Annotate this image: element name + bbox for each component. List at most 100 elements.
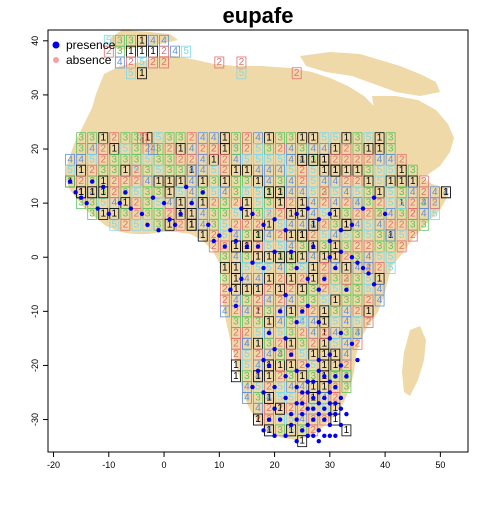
fold-cell-box (242, 240, 252, 253)
fold-cell-label: 1 (167, 176, 173, 187)
fold-cell-label: 5 (134, 187, 140, 198)
fold-cell-label: 5 (244, 360, 250, 371)
fold-cell-label: 4 (255, 360, 261, 371)
presence-point (272, 384, 277, 390)
fold-cell-label: 2 (266, 284, 272, 295)
fold-cell-label: 1 (322, 154, 328, 165)
presence-point (371, 282, 377, 287)
presence-point (316, 411, 321, 417)
fold-cell-label: 4 (172, 46, 178, 57)
fold-cell-label: 2 (106, 46, 112, 57)
fold-cell: 5 (385, 262, 396, 274)
fold-cell: 4 (148, 143, 158, 155)
fold-cell-label: 5 (244, 154, 250, 165)
fold-cell-label: 4 (388, 154, 394, 165)
fold-cell-label: 2 (344, 252, 350, 263)
fold-cell-label: 2 (355, 338, 361, 349)
fold-cell-box (363, 316, 374, 329)
fold-cell-label: 3 (233, 176, 239, 187)
fold-cell-box (181, 45, 192, 58)
fold-cell-label: 4 (366, 252, 372, 263)
presence-point (316, 287, 321, 292)
presence-point (300, 428, 305, 433)
fold-cell-label: 5 (366, 133, 372, 144)
fold-cell-label: 1 (333, 165, 339, 176)
fold-cell-label: 1 (255, 414, 261, 425)
fold-cell-label: 2 (233, 349, 239, 360)
fold-cell-label: 2 (299, 327, 305, 338)
presence-point (327, 433, 333, 438)
presence-point (294, 384, 299, 390)
presence-point (288, 249, 294, 255)
fold-cell-label: 1 (333, 360, 339, 371)
presence-point (283, 395, 288, 401)
fold-cell-label: 1 (299, 154, 305, 165)
fold-cell-label: 4 (161, 35, 167, 46)
fold-cell-label: 5 (211, 165, 217, 176)
fold-cell-label: 3 (266, 306, 272, 317)
fold-cell-label: 3 (167, 154, 173, 165)
fold-cell-label: 2 (266, 208, 272, 219)
fold-cell-label: 5 (366, 230, 372, 241)
fold-cell-label: 4 (355, 327, 361, 338)
presence-point (333, 374, 338, 379)
fold-cell-label: 2 (211, 230, 217, 241)
fold-cell: 5 (131, 218, 142, 231)
fold-cell-label: 5 (106, 35, 112, 46)
presence-point (333, 433, 338, 438)
fold-cell-label: 1 (233, 360, 239, 371)
fold-cell-label: 1 (310, 154, 316, 165)
presence-point (67, 179, 73, 184)
presence-point (371, 195, 377, 200)
fold-cell-label: 5 (244, 187, 250, 198)
fold-cell-label: 3 (288, 317, 294, 328)
fold-cell-label: 5 (333, 338, 339, 349)
fold-cell-box (65, 175, 76, 188)
fold-cell-label: 4 (277, 317, 283, 328)
presence-point (244, 244, 250, 249)
fold-cell-label: 5 (266, 241, 272, 252)
fold-cell-label: 3 (355, 252, 361, 263)
fold-cell-label: 5 (266, 208, 272, 219)
presence-point (239, 276, 244, 282)
fold-cell: 1 (297, 229, 308, 242)
fold-cell-box (407, 208, 418, 220)
fold-cell-label: 2 (100, 154, 106, 165)
fold-cell-label: 3 (211, 176, 217, 187)
x-tick-label: 30 (325, 460, 335, 470)
fold-cell-label: 4 (288, 187, 294, 198)
fold-cell-label: 3 (277, 133, 283, 144)
fold-cell: 3 (275, 424, 286, 437)
fold-cell-label: 2 (178, 219, 184, 230)
fold-cell-label: 2 (167, 144, 173, 155)
fold-cell-label: 2 (344, 154, 350, 165)
fold-cell-label: 3 (333, 273, 339, 284)
presence-point (338, 406, 344, 411)
presence-point (327, 411, 333, 417)
fold-cell-label: 1 (255, 230, 261, 241)
fold-cell-box (319, 413, 330, 426)
fold-cell-label: 1 (266, 219, 272, 230)
fold-cell-label: 3 (134, 144, 140, 155)
fold-cell-label: 4 (366, 263, 372, 274)
fold-cell-label: 2 (322, 198, 328, 209)
fold-cell-label: 4 (421, 198, 427, 209)
fold-cell-label: 4 (189, 176, 195, 187)
fold-cell-label: 2 (277, 295, 283, 306)
fold-cell-label: 4 (388, 208, 394, 219)
fold-cell-label: 2 (266, 403, 272, 414)
fold-cell-label: 3 (322, 187, 328, 198)
presence-point (300, 309, 305, 314)
fold-cell-label: 4 (310, 317, 316, 328)
presence-point (150, 195, 156, 200)
fold-cells-layer: 3 3 1 2 3 3 1 5 3 3 2 4 4 1 3 2 4 1 3 3 1 1 5 5 1 3 5 1 33 4 2 1 5 3 2 3 2 1 4… (65, 34, 451, 448)
fold-cell-label: 5 (255, 187, 261, 198)
presence-point (322, 395, 327, 401)
fold-cell-label: 1 (366, 176, 372, 187)
fold-cell-label: 1 (100, 176, 106, 187)
fold-cell: 4 (242, 391, 252, 404)
fold-cell-label: 4 (277, 165, 283, 176)
fold-cell-label: 3 (266, 338, 272, 349)
fold-cell-label: 2 (399, 241, 405, 252)
fold-cell-label: 5 (388, 198, 394, 209)
